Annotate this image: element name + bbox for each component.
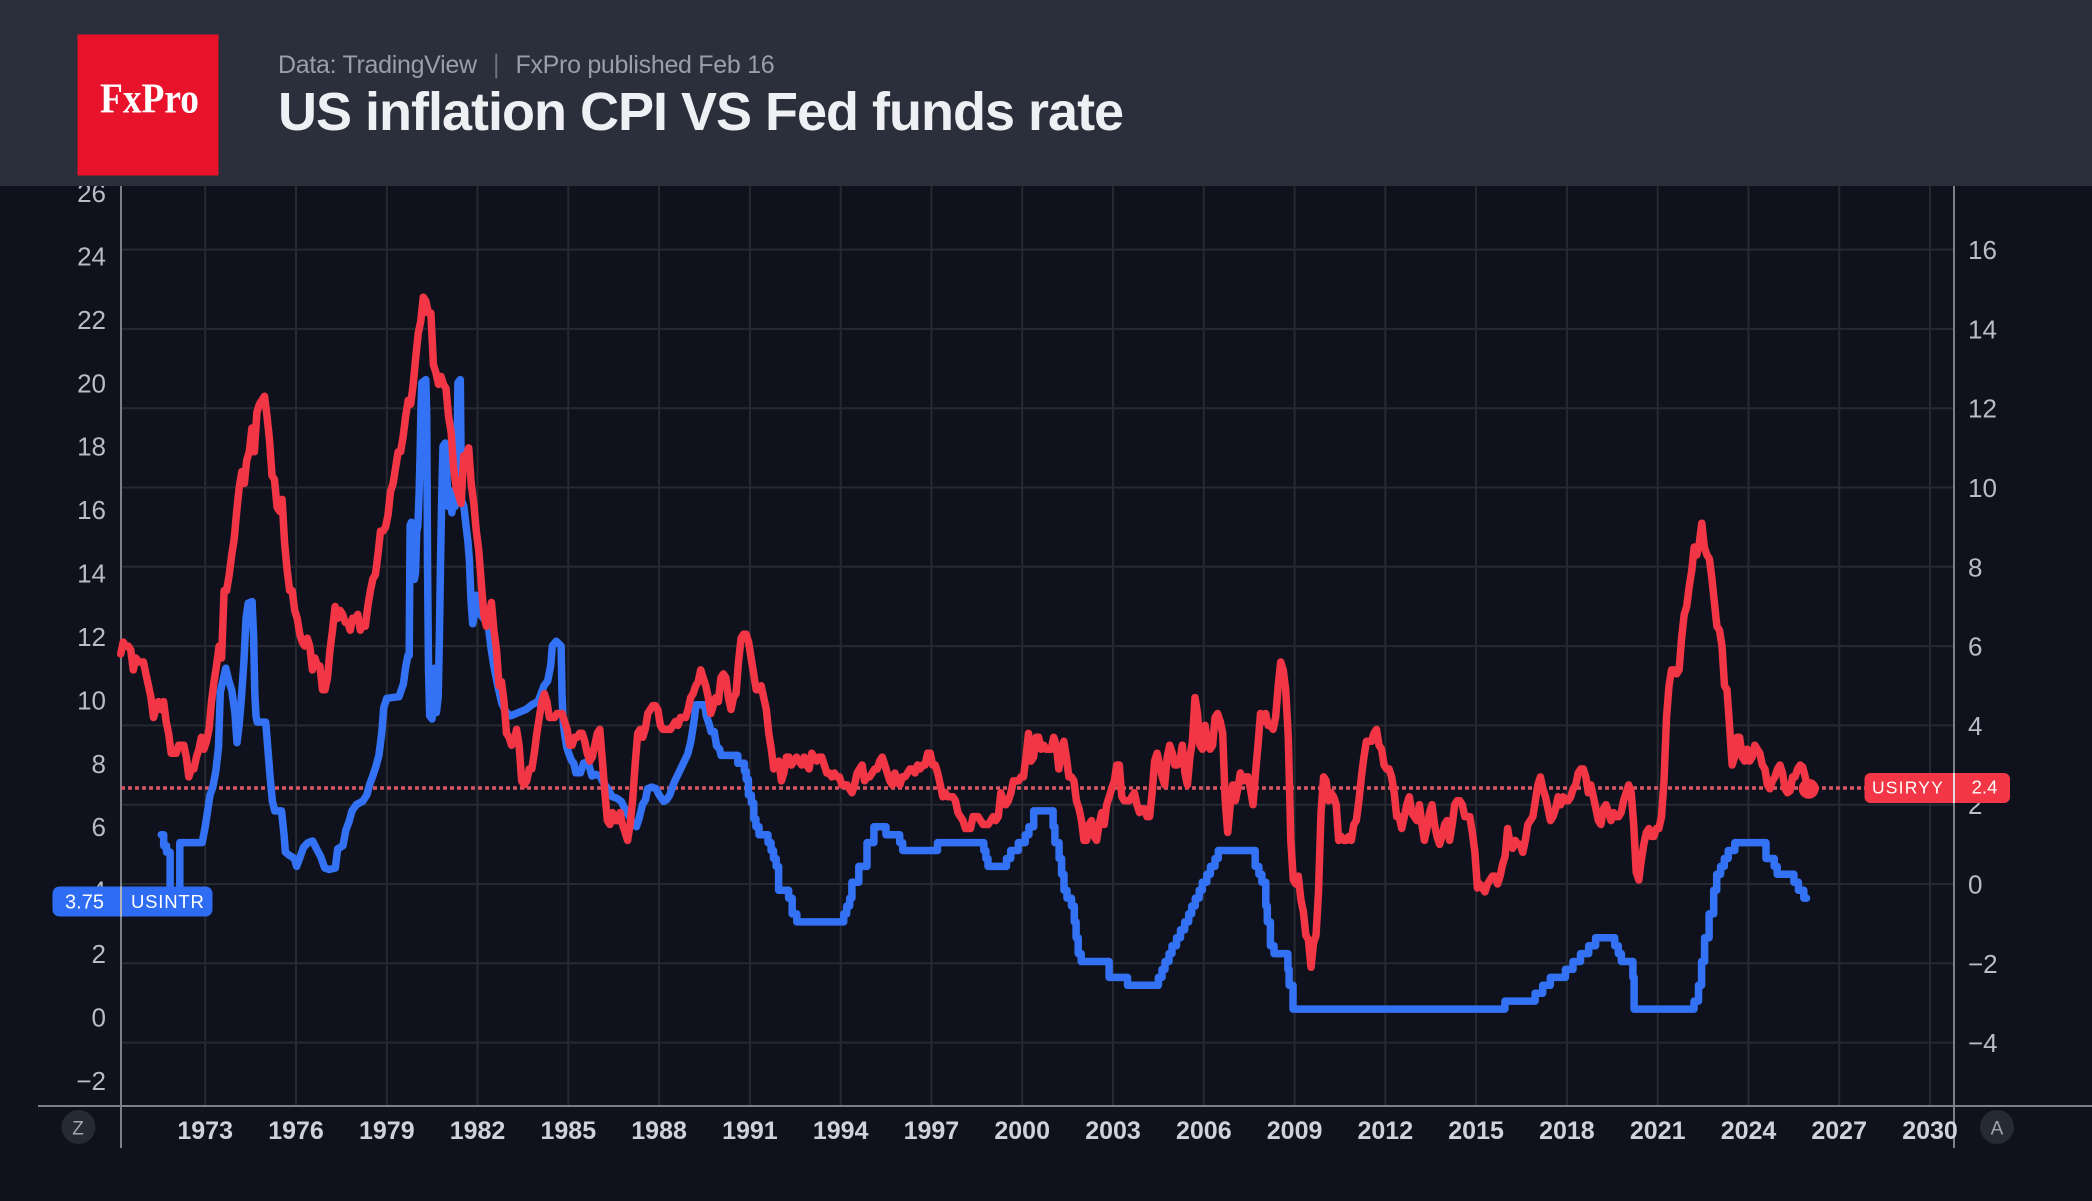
svg-text:8: 8 <box>1968 552 1982 582</box>
svg-text:1997: 1997 <box>904 1117 960 1145</box>
svg-text:−4: −4 <box>1968 1028 1998 1058</box>
svg-text:1976: 1976 <box>268 1117 324 1145</box>
svg-text:−2: −2 <box>76 1066 106 1096</box>
svg-text:0: 0 <box>1968 870 1982 900</box>
svg-text:2018: 2018 <box>1539 1117 1595 1145</box>
svg-text:FxPro: FxPro <box>100 77 199 123</box>
svg-text:2003: 2003 <box>1085 1117 1141 1145</box>
svg-text:12: 12 <box>1968 394 1997 424</box>
svg-text:2015: 2015 <box>1448 1117 1504 1145</box>
svg-text:6: 6 <box>92 812 106 842</box>
svg-text:1994: 1994 <box>813 1117 869 1145</box>
svg-text:0: 0 <box>92 1003 106 1033</box>
svg-text:1982: 1982 <box>450 1117 506 1145</box>
svg-text:3.75: 3.75 <box>65 892 104 914</box>
svg-text:−2: −2 <box>1968 949 1998 979</box>
svg-text:1979: 1979 <box>359 1117 415 1145</box>
svg-text:US inflation CPI VS Fed funds: US inflation CPI VS Fed funds rate <box>278 82 1123 142</box>
svg-text:2024: 2024 <box>1721 1117 1777 1145</box>
svg-text:2009: 2009 <box>1267 1117 1323 1145</box>
svg-text:2000: 2000 <box>994 1117 1050 1145</box>
svg-text:14: 14 <box>1968 314 1997 344</box>
svg-text:2027: 2027 <box>1811 1117 1867 1145</box>
svg-text:10: 10 <box>77 685 106 715</box>
svg-text:10: 10 <box>1968 473 1997 503</box>
svg-text:1985: 1985 <box>540 1117 596 1145</box>
svg-text:20: 20 <box>77 368 106 398</box>
svg-text:6: 6 <box>1968 632 1982 662</box>
svg-text:1973: 1973 <box>177 1117 233 1145</box>
svg-text:14: 14 <box>77 559 106 589</box>
svg-text:16: 16 <box>77 495 106 525</box>
svg-text:2: 2 <box>92 939 106 969</box>
svg-text:16: 16 <box>1968 235 1997 265</box>
svg-text:22: 22 <box>77 305 106 335</box>
svg-text:2030: 2030 <box>1902 1117 1958 1145</box>
svg-text:2.4: 2.4 <box>1972 777 1998 798</box>
svg-text:24: 24 <box>77 242 106 272</box>
svg-text:12: 12 <box>77 622 106 652</box>
svg-text:USINTR: USINTR <box>131 891 205 912</box>
svg-text:A: A <box>1991 1119 2004 1140</box>
svg-text:8: 8 <box>92 749 106 779</box>
svg-text:2012: 2012 <box>1357 1117 1413 1145</box>
svg-text:2006: 2006 <box>1176 1117 1232 1145</box>
svg-text:USIRYY: USIRYY <box>1872 778 1944 798</box>
svg-text:Data: TradingView ∣ FxPro pu: Data: TradingView ∣ FxPro published Feb … <box>278 51 774 79</box>
svg-text:1988: 1988 <box>631 1117 687 1145</box>
svg-text:Z: Z <box>72 1119 84 1140</box>
svg-text:1991: 1991 <box>722 1117 778 1145</box>
svg-text:4: 4 <box>1968 711 1982 741</box>
svg-text:2021: 2021 <box>1630 1117 1686 1145</box>
svg-text:18: 18 <box>77 432 106 462</box>
